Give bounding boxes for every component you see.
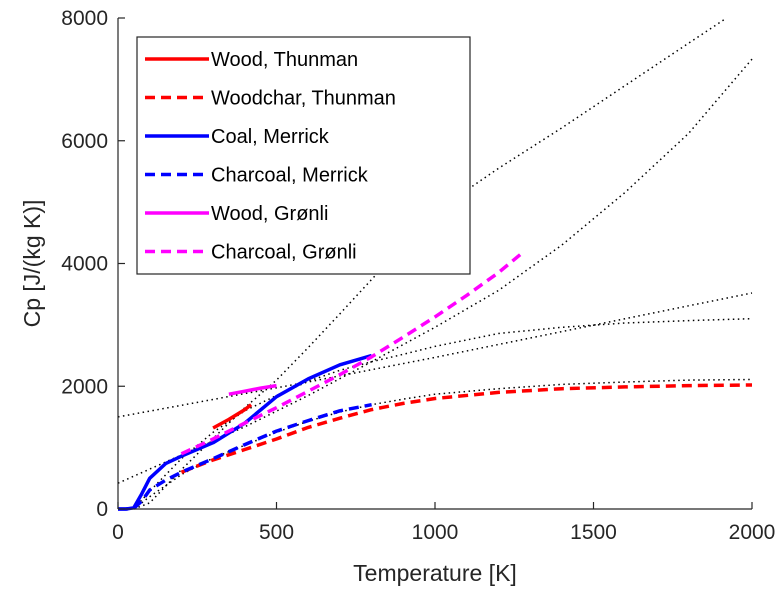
x-axis-label: Temperature [K] <box>353 560 517 586</box>
legend-box <box>136 36 471 275</box>
legend-label: Charcoal, Merrick <box>211 165 369 187</box>
y-tick-label: 8000 <box>61 7 108 30</box>
series-line-2 <box>180 383 753 474</box>
legend-label: Coal, Merrick <box>211 126 330 148</box>
legend-label: Woodchar, Thunman <box>211 88 396 110</box>
x-tick-label: 1500 <box>570 521 617 544</box>
axes: 0 500 1000 1500 2000 0 2000 4000 6000 8000 Tempera… <box>19 7 775 586</box>
data-series <box>118 252 753 511</box>
reference-curve-3 <box>133 17 728 510</box>
series-line-5 <box>228 383 277 396</box>
x-tick-label: 2000 <box>729 521 776 544</box>
series-line-4 <box>118 402 372 511</box>
series-line-6 <box>180 252 522 456</box>
y-axis-label: Cp [J/(kg K)] <box>19 200 45 328</box>
series-line-1 <box>212 403 253 430</box>
y-tick-label: 6000 <box>61 130 108 153</box>
x-tick-label: 0 <box>112 521 124 544</box>
y-tick-label: 4000 <box>61 253 108 276</box>
x-tick-label: 1000 <box>412 521 459 544</box>
legend-label: Wood, Grønli <box>211 203 328 225</box>
y-tick-label: 0 <box>96 498 108 521</box>
reference-curve-4 <box>133 317 753 510</box>
legend-label: Wood, Thunman <box>211 49 358 71</box>
legend-label: Charcoal, Grønli <box>211 242 357 264</box>
legend: Wood, Thunman Woodchar, Thunman Coal, Merr… <box>136 36 471 275</box>
x-tick-label: 500 <box>259 521 294 544</box>
y-tick-label: 2000 <box>61 375 108 398</box>
